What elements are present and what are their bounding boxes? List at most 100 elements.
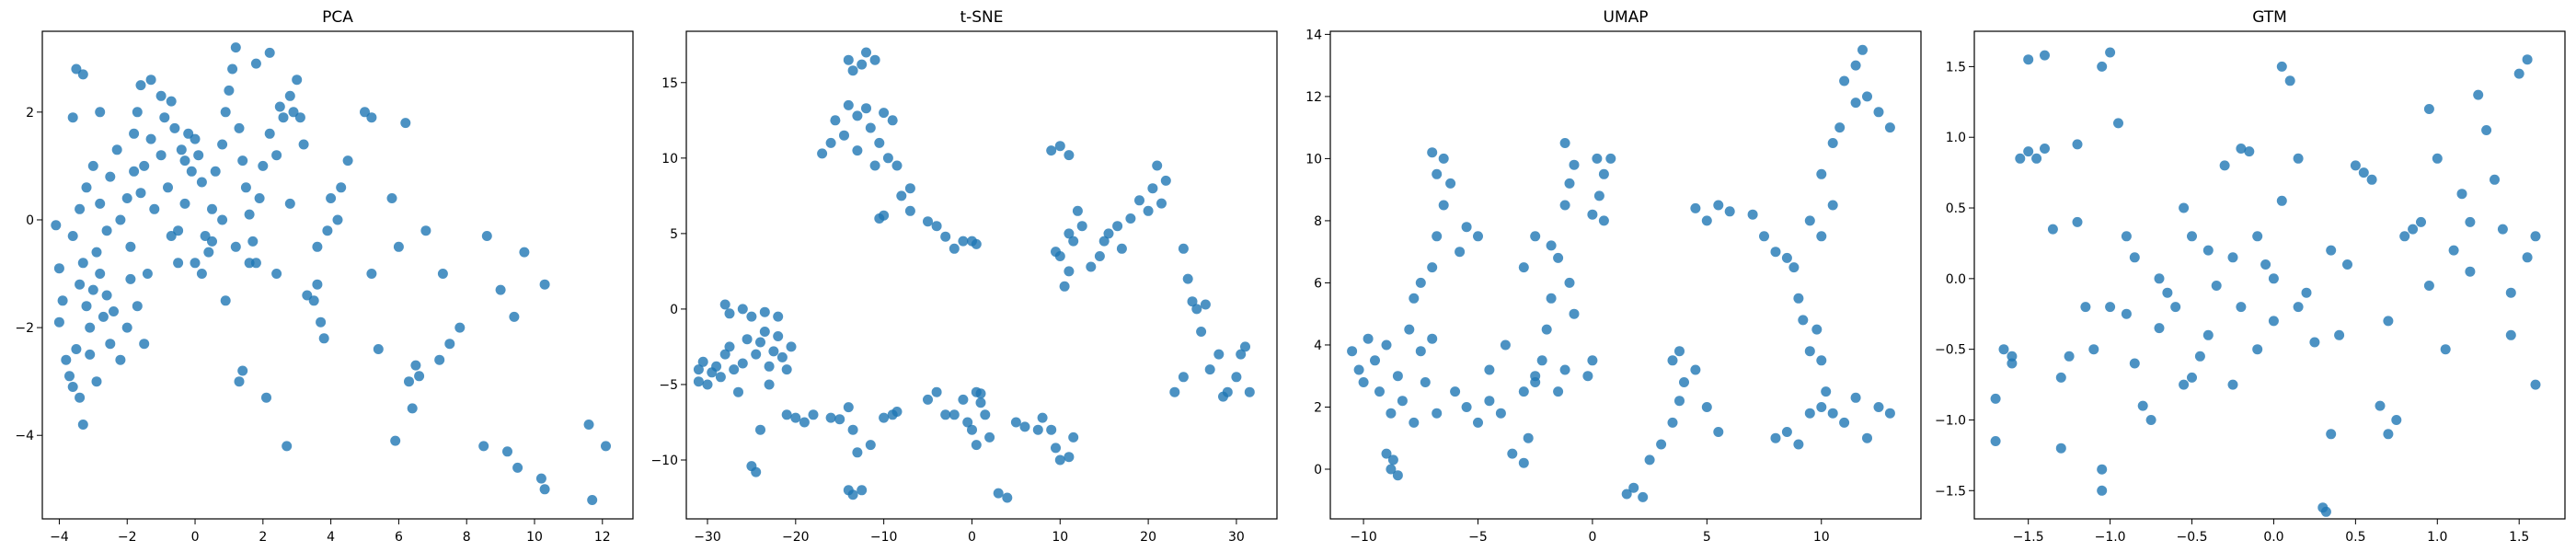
- scatter-point: [250, 58, 261, 69]
- scatter-point: [1392, 470, 1403, 481]
- scatter-point: [298, 139, 309, 150]
- scatter-point: [1582, 371, 1593, 382]
- scatter-point: [702, 379, 713, 390]
- scatter-point: [834, 414, 845, 425]
- scatter-point: [316, 316, 327, 328]
- scatter-point: [75, 279, 86, 290]
- scatter-point: [312, 279, 323, 290]
- scatter-point: [1064, 228, 1075, 239]
- scatter-point: [1884, 122, 1895, 133]
- scatter-point: [1178, 243, 1189, 254]
- scatter-point: [85, 322, 96, 333]
- scatter-point: [2023, 54, 2034, 65]
- scatter-point: [101, 290, 112, 301]
- scatter-point: [203, 247, 214, 258]
- scatter-point: [342, 155, 353, 167]
- scatter-point: [1134, 195, 1144, 206]
- scatter-point: [85, 349, 96, 360]
- scatter-point: [852, 145, 863, 156]
- scatter-point: [87, 160, 98, 171]
- chart-panel-umap: UMAP −10 −5 0 5 10 0 2 4 6 8 10 12 14: [1305, 8, 1922, 545]
- scatter-point: [2097, 464, 2108, 475]
- scatter-point: [121, 193, 132, 203]
- scatter-point: [240, 182, 251, 193]
- scatter-point: [1593, 190, 1604, 201]
- scatter-point: [1873, 107, 1884, 118]
- scatter-point: [1160, 175, 1171, 186]
- scatter-point: [2473, 89, 2484, 100]
- scatter-point: [1816, 231, 1827, 242]
- scatter-points: [51, 42, 611, 505]
- scatter-point: [1701, 215, 1712, 226]
- scatter-point: [1196, 327, 1207, 337]
- scatter-point: [111, 144, 122, 155]
- scatter-point: [101, 225, 112, 236]
- scatter-point: [1690, 202, 1701, 213]
- scatter-point: [2293, 302, 2304, 313]
- scatter-point: [2129, 252, 2140, 263]
- scatter-point: [1587, 209, 1598, 220]
- scatter-point: [145, 75, 156, 86]
- scatter-point: [882, 153, 893, 164]
- x-tick-label: −0.5: [2177, 530, 2208, 545]
- chart-title: t-SNE: [960, 8, 1003, 27]
- x-tick-label: 5: [1703, 530, 1711, 545]
- scatter-point: [410, 360, 421, 371]
- scatter-points: [1990, 47, 2541, 517]
- scatter-point: [1072, 205, 1083, 216]
- scatter-point: [244, 209, 255, 220]
- scatter-point: [393, 241, 404, 252]
- scatter-point: [1353, 364, 1364, 375]
- y-tick-label: −5: [659, 378, 678, 393]
- scatter-point: [186, 166, 197, 177]
- scatter-point: [737, 358, 748, 369]
- scatter-point: [190, 258, 201, 269]
- scatter-point: [857, 485, 868, 496]
- scatter-point: [830, 115, 841, 126]
- scatter-point: [1592, 153, 1603, 164]
- chart-title: PCA: [322, 8, 353, 27]
- scatter-point: [1569, 159, 1580, 170]
- scatter-point: [1473, 231, 1483, 242]
- scatter-point: [312, 241, 323, 252]
- x-tick-label: 20: [1140, 530, 1156, 545]
- scatter-point: [1884, 408, 1895, 419]
- scatter-point: [217, 214, 228, 225]
- scatter-point: [1191, 304, 1202, 315]
- scatter-point: [132, 301, 143, 312]
- scatter-point: [2154, 323, 2165, 334]
- x-tick-label: 10: [1052, 530, 1068, 545]
- scatter-point: [1064, 452, 1075, 463]
- scatter-points: [1347, 44, 1895, 502]
- scatter-point: [437, 269, 448, 279]
- scatter-point: [2268, 273, 2279, 284]
- scatter-point: [159, 112, 170, 123]
- scatter-point: [1147, 183, 1158, 194]
- scatter-point: [495, 284, 506, 295]
- x-tick-label: 0: [968, 530, 976, 545]
- scatter-point: [1432, 408, 1443, 419]
- scatter-point: [1827, 138, 1838, 148]
- scatter-point: [227, 63, 238, 75]
- scatter-point: [1638, 491, 1649, 502]
- scatter-point: [519, 247, 530, 258]
- scatter-point: [1621, 489, 1632, 500]
- scatter-point: [336, 182, 347, 193]
- scatter-point: [139, 339, 150, 350]
- scatter-point: [217, 139, 228, 150]
- y-tick-label: 1.5: [1946, 60, 1966, 75]
- scatter-point: [1850, 392, 1861, 403]
- y-tick-label: 10: [661, 152, 678, 167]
- scatter-point: [587, 495, 598, 505]
- scatter-point: [284, 198, 295, 209]
- scatter-point: [1054, 454, 1065, 466]
- scatter-point: [773, 331, 784, 341]
- scatter-point: [857, 59, 868, 70]
- scatter-point: [1445, 178, 1456, 189]
- scatter-point: [1546, 293, 1557, 304]
- scatter-point: [2513, 68, 2524, 79]
- scatter-point: [478, 441, 489, 452]
- scatter-point: [2530, 379, 2541, 390]
- x-tick-label: 10: [1813, 530, 1830, 545]
- axes-frame: [1329, 30, 1922, 520]
